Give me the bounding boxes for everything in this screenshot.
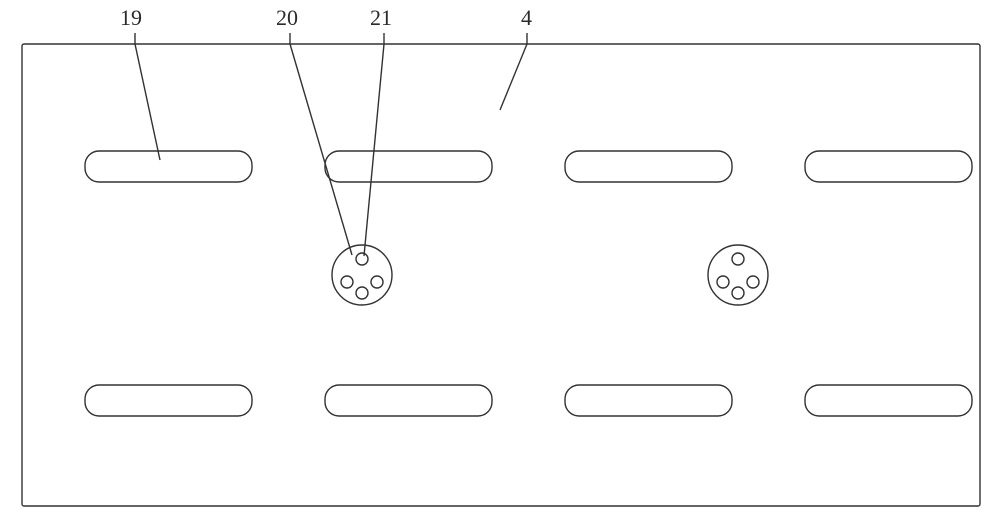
hub-hole <box>341 276 353 288</box>
technical-diagram: 19 20 21 4 <box>0 0 1000 524</box>
callout-leader <box>290 44 352 255</box>
callout-leader <box>500 44 527 110</box>
slot <box>85 385 252 416</box>
hub-hole <box>747 276 759 288</box>
plate-outline <box>22 44 980 506</box>
hub-hole <box>732 253 744 265</box>
slot <box>805 385 972 416</box>
hub-hole <box>371 276 383 288</box>
slot <box>325 151 492 182</box>
callout-label: 21 <box>370 5 392 30</box>
slot <box>325 385 492 416</box>
slot <box>565 151 732 182</box>
callout-leader <box>135 44 160 160</box>
slot <box>85 151 252 182</box>
hub-hole <box>732 287 744 299</box>
callout-label: 4 <box>521 5 532 30</box>
hub-hole <box>356 287 368 299</box>
callout-leader <box>364 44 384 256</box>
hub-hole <box>356 253 368 265</box>
hub-circle <box>708 245 768 305</box>
slot <box>805 151 972 182</box>
callout-label: 20 <box>276 5 298 30</box>
slot <box>565 385 732 416</box>
hub-circle <box>332 245 392 305</box>
hub-hole <box>717 276 729 288</box>
callout-label: 19 <box>120 5 142 30</box>
